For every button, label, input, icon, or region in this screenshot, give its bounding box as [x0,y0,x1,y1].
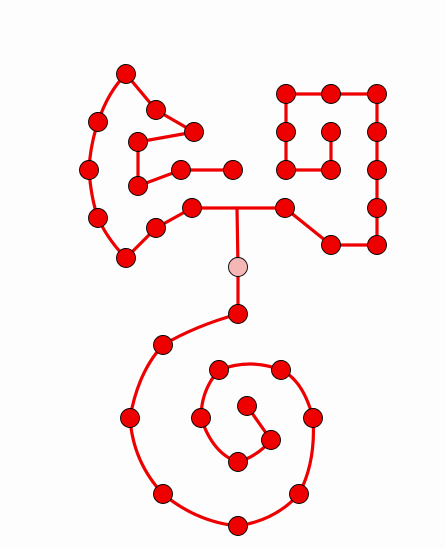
node-spiral-04 [153,484,173,504]
node-spiral-03 [120,408,140,428]
node-grid-2-3 [367,122,387,142]
node-fan-top [116,64,136,84]
node-spiral-12 [261,430,281,450]
node-grid-3-3 [367,160,387,180]
node-fan-right [184,122,204,142]
node-fan-end [223,160,243,180]
node-arm-right [275,198,295,218]
node-grid-3-1 [276,160,296,180]
node-spiral-13 [237,396,257,416]
node-fan-bottom [116,248,136,268]
node-spiral-11 [228,452,248,472]
node-grid-2-2 [321,122,341,142]
node-hub [228,257,248,277]
node-spiral-06 [289,484,309,504]
node-grid-5-2 [321,235,341,255]
node-grid-3-2 [321,160,341,180]
node-spiral-02 [153,335,173,355]
node-spiral-09 [209,360,229,380]
node-fan-inner-c [146,218,166,238]
node-fan-upper [146,100,166,120]
node-grid-5-3 [367,235,387,255]
node-grid-1-3 [367,84,387,104]
node-grid-4-3 [367,198,387,218]
node-fan-left-c [88,208,108,228]
nodes [79,64,387,536]
node-spiral-10 [191,408,211,428]
node-fan-inner-a [128,132,148,152]
node-fan-left-a [88,112,108,132]
node-spiral-08 [271,360,291,380]
node-arm-left [182,198,202,218]
node-fan-mid [171,160,191,180]
node-spiral-05 [228,516,248,536]
node-fan-inner-b [128,176,148,196]
node-grid-2-1 [276,122,296,142]
node-grid-1-1 [276,84,296,104]
node-grid-1-2 [321,84,341,104]
node-spiral-01 [228,304,248,324]
node-spiral-07 [303,408,323,428]
node-fan-left-b [79,160,99,180]
